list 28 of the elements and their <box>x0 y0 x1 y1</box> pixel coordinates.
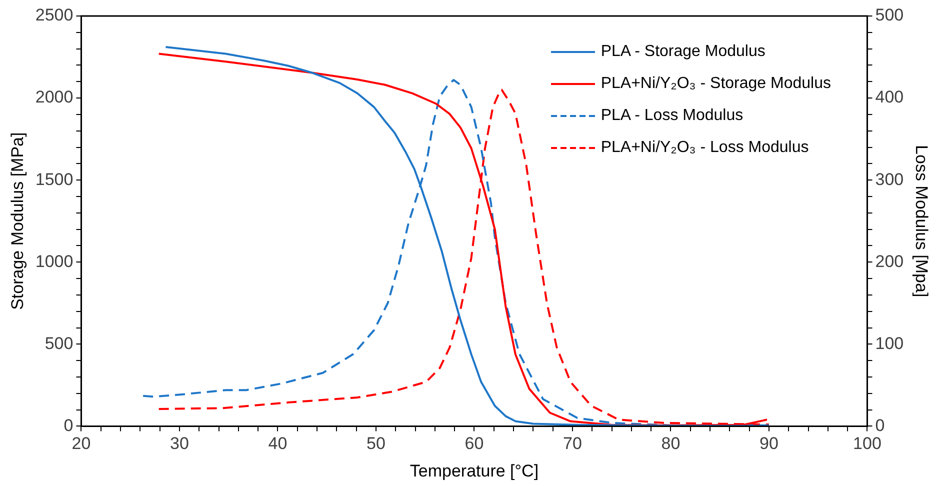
y-tick-label: 1500 <box>35 170 74 189</box>
y2-tick-label: 500 <box>875 6 904 25</box>
y2-tick-label: 300 <box>875 170 904 189</box>
y-axis-title: Storage Modulus [MPa] <box>8 132 27 310</box>
y-tick-label: 1000 <box>35 252 74 271</box>
y-tick-label: 500 <box>44 334 74 353</box>
x-tick-label: 100 <box>853 434 882 454</box>
y2-tick-label: 100 <box>875 334 904 353</box>
y-tick-label: 0 <box>64 416 74 435</box>
x-tick-label: 90 <box>760 434 778 454</box>
y2-tick-label: 0 <box>875 416 885 435</box>
legend-label: PLA+Ni/Y₂O₃ - Loss Modulus <box>600 139 809 157</box>
x-tick-label: 50 <box>366 434 386 454</box>
y2-tick-label: 200 <box>875 252 904 271</box>
x-tick-label: 60 <box>464 434 484 454</box>
y2-tick-label: 400 <box>875 88 904 107</box>
y-tick-label: 2000 <box>35 88 74 107</box>
x-tick-label: 20 <box>72 434 91 454</box>
legend-label: PLA - Storage Modulus <box>600 43 766 61</box>
legend-label: PLA - Loss Modulus <box>600 107 744 125</box>
x-tick-label: 30 <box>170 434 189 454</box>
y-tick-label: 2500 <box>35 6 74 25</box>
x-tick-label: 70 <box>563 434 582 454</box>
x-tick-label: 80 <box>661 434 680 454</box>
x-axis-title: Temperature [°C] <box>410 461 539 480</box>
legend-label: PLA+Ni/Y₂O₃ - Storage Modulus <box>600 75 831 93</box>
x-tick-label: 40 <box>268 434 288 454</box>
y2-axis-title: Loss Modulus [Mpa] <box>912 145 932 298</box>
